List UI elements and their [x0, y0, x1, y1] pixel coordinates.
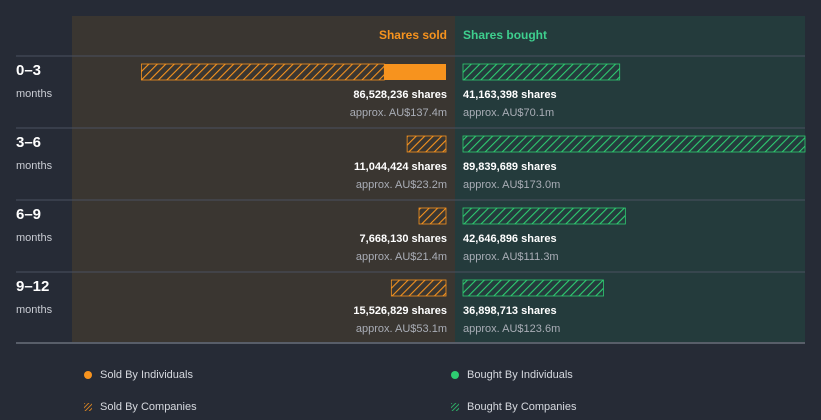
bar-bought-companies: [462, 279, 604, 297]
bar-sold-individuals: [384, 64, 446, 80]
bought-shares-label: 36,898,713 shares: [463, 305, 557, 317]
bought-shares-label: 42,646,896 shares: [463, 233, 557, 245]
bought-value-label: approx. AU$111.3m: [463, 251, 559, 263]
period-unit-text: months: [16, 232, 53, 244]
bought-value-label: approx. AU$123.6m: [463, 323, 560, 335]
bought-shares-label: 89,839,689 shares: [463, 161, 557, 173]
bought-value-label: approx. AU$173.0m: [463, 179, 560, 191]
row-period-label: 3–6 months: [16, 134, 52, 172]
period-unit-text: months: [16, 88, 53, 100]
row-period-label: 6–9 months: [16, 206, 52, 244]
sold-shares-label: 11,044,424 shares: [354, 161, 447, 173]
bar-sold-companies: [390, 279, 447, 297]
period-unit-text: months: [16, 304, 53, 316]
period-text: 0–3: [16, 62, 42, 79]
bar-sold-companies: [406, 135, 447, 153]
sold-value-label: approx. AU$137.4m: [350, 107, 447, 119]
bar-sold-companies: [141, 63, 385, 81]
period-text: 9–12: [16, 278, 50, 295]
bar-bought-companies: [462, 135, 806, 153]
bought-header: Shares bought: [463, 28, 547, 42]
row-period-label: 0–3 months: [16, 62, 52, 100]
row-period-label: 9–12 months: [16, 278, 52, 316]
sold-header: Shares sold: [379, 28, 447, 42]
sold-shares-label: 86,528,236 shares: [353, 89, 447, 101]
bar-bought-companies: [462, 207, 626, 225]
sold-value-label: approx. AU$53.1m: [356, 323, 447, 335]
bought-shares-label: 41,163,398 shares: [463, 89, 557, 101]
sold-value-label: approx. AU$21.4m: [356, 251, 447, 263]
sold-shares-label: 15,526,829 shares: [353, 305, 447, 317]
bar-bought-companies: [462, 63, 621, 81]
period-unit-text: months: [16, 160, 53, 172]
bar-sold-companies: [418, 207, 447, 225]
sold-shares-label: 7,668,130 shares: [360, 233, 447, 245]
period-text: 6–9: [16, 206, 42, 223]
sold-value-label: approx. AU$23.2m: [356, 179, 447, 191]
rows-layer: 86,528,236 shares approx. AU$137.4m 41,163…: [16, 55, 806, 335]
period-text: 3–6: [16, 134, 42, 151]
bought-value-label: approx. AU$70.1m: [463, 107, 554, 119]
